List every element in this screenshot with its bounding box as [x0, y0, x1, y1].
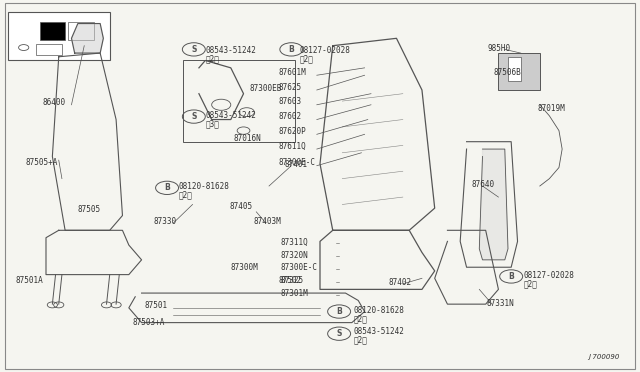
Text: 87611Q: 87611Q [278, 142, 307, 151]
Text: 87405: 87405 [230, 202, 253, 211]
Bar [183, 61, 294, 142]
Text: 87300E-C: 87300E-C [278, 158, 316, 167]
Text: 87603: 87603 [278, 97, 301, 106]
Text: 08120-81628: 08120-81628 [353, 306, 404, 315]
Text: J 700090: J 700090 [588, 353, 620, 359]
Text: B: B [508, 272, 514, 281]
Text: 87640: 87640 [472, 180, 495, 189]
Text: 87330: 87330 [153, 217, 176, 225]
Text: 87620P: 87620P [278, 127, 307, 136]
Bar [68, 22, 94, 40]
Text: （2）: （2） [353, 314, 367, 323]
Text: 87320N: 87320N [280, 251, 308, 260]
Text: （2）: （2） [300, 54, 314, 63]
Text: 08543-51242: 08543-51242 [353, 327, 404, 336]
Text: 08127-02028: 08127-02028 [300, 46, 351, 55]
Text: 87300E-C: 87300E-C [280, 263, 317, 272]
Text: 87501: 87501 [145, 301, 168, 311]
Text: 87301M: 87301M [280, 289, 308, 298]
Polygon shape [72, 23, 103, 53]
Text: 87506B: 87506B [493, 68, 521, 77]
Text: B: B [164, 183, 170, 192]
Bar [40, 22, 65, 40]
Text: 87602: 87602 [278, 112, 301, 121]
Text: 87300EB: 87300EB [250, 84, 282, 93]
Text: 87300M: 87300M [231, 263, 259, 272]
Text: 87331N: 87331N [487, 299, 515, 308]
Text: S: S [191, 112, 196, 121]
Text: （2）: （2） [179, 191, 193, 200]
Text: B: B [289, 45, 294, 54]
Text: 08120-81628: 08120-81628 [179, 182, 229, 191]
Polygon shape [479, 149, 508, 260]
Text: 87311Q: 87311Q [280, 238, 308, 247]
Text: 87505: 87505 [78, 205, 101, 215]
Text: B: B [336, 307, 342, 316]
Text: 86400: 86400 [43, 99, 66, 108]
Bar [508, 57, 521, 81]
Text: （2）: （2） [353, 336, 367, 345]
Text: 87502: 87502 [278, 276, 301, 285]
Text: 08543-51242: 08543-51242 [206, 46, 257, 55]
Text: 87019M: 87019M [538, 104, 566, 113]
Text: 87601M: 87601M [278, 68, 307, 77]
Text: 87325: 87325 [280, 276, 303, 285]
Text: 08127-02028: 08127-02028 [524, 271, 575, 280]
Bar [8, 13, 109, 61]
Text: 87505+A: 87505+A [26, 157, 58, 167]
Text: 87501A: 87501A [15, 276, 43, 285]
Text: 87503+A: 87503+A [132, 318, 164, 327]
Text: （2）: （2） [206, 54, 220, 63]
Text: 87016N: 87016N [234, 134, 262, 142]
Text: 985H0: 985H0 [488, 44, 511, 53]
Text: 87625: 87625 [278, 83, 301, 92]
Text: （3）: （3） [206, 119, 220, 128]
Bar [499, 53, 540, 90]
Text: 87402: 87402 [389, 278, 412, 287]
Text: 87403M: 87403M [253, 217, 281, 225]
Text: 08543-51242: 08543-51242 [206, 111, 257, 121]
Text: （2）: （2） [524, 279, 538, 288]
Text: S: S [191, 45, 196, 54]
Bar [36, 44, 62, 55]
Text: 87401: 87401 [285, 160, 308, 169]
Text: S: S [337, 329, 342, 338]
